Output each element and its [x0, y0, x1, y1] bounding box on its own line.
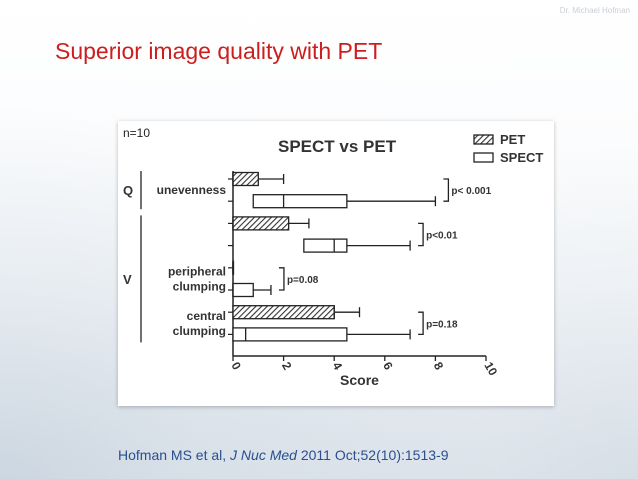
x-tick-label: 2 [279, 360, 295, 373]
row-label: peripheral [168, 264, 226, 278]
citation: Hofman MS et al, J Nuc Med 2011 Oct;52(1… [118, 447, 448, 463]
citation-journal: J Nuc Med [230, 447, 297, 463]
row-label: central [187, 309, 226, 323]
box-pet [232, 305, 335, 320]
legend-label-spect: SPECT [500, 150, 543, 165]
slide-title: Superior image quality with PET [55, 38, 383, 64]
sample-size-annotation: n=10 [123, 126, 150, 140]
significance-label: p<0.01 [426, 231, 458, 242]
x-axis-label: Score [340, 372, 379, 388]
x-tick-label: 10 [481, 360, 500, 379]
row-label: clumping [173, 324, 226, 338]
significance-label: p< 0.001 [451, 186, 491, 197]
group-label-q: Q [123, 183, 133, 198]
legend-swatch-pet [473, 134, 494, 145]
box-spect [252, 194, 348, 209]
box-spect [232, 327, 348, 342]
x-tick-label: 6 [380, 360, 396, 373]
significance-bracket [278, 267, 285, 291]
legend-label-pet: PET [500, 132, 525, 147]
watermark: Dr. Michael Hofman [559, 6, 630, 15]
citation-details: 2011 Oct;52(10):1513-9 [296, 447, 449, 463]
row-label: clumping [173, 279, 226, 293]
x-tick-label: 4 [330, 360, 346, 373]
group-label-v: V [123, 272, 132, 287]
x-tick-label: 0 [228, 360, 244, 373]
row-label: unevenness [157, 183, 227, 197]
significance-label: p=0.18 [426, 319, 458, 330]
significance-bracket [418, 222, 424, 247]
box-pet [232, 216, 290, 231]
significance-bracket [418, 311, 424, 336]
box-spect [303, 238, 348, 253]
legend-swatch-spect [473, 152, 494, 163]
box-spect [232, 282, 254, 298]
citation-authors: Hofman MS et al, [118, 447, 231, 463]
x-tick-label: 8 [431, 360, 447, 373]
box-pet [232, 171, 259, 187]
chart-title: SPECT vs PET [278, 137, 397, 156]
significance-label: p=0.08 [287, 275, 319, 286]
significance-bracket [443, 178, 450, 202]
